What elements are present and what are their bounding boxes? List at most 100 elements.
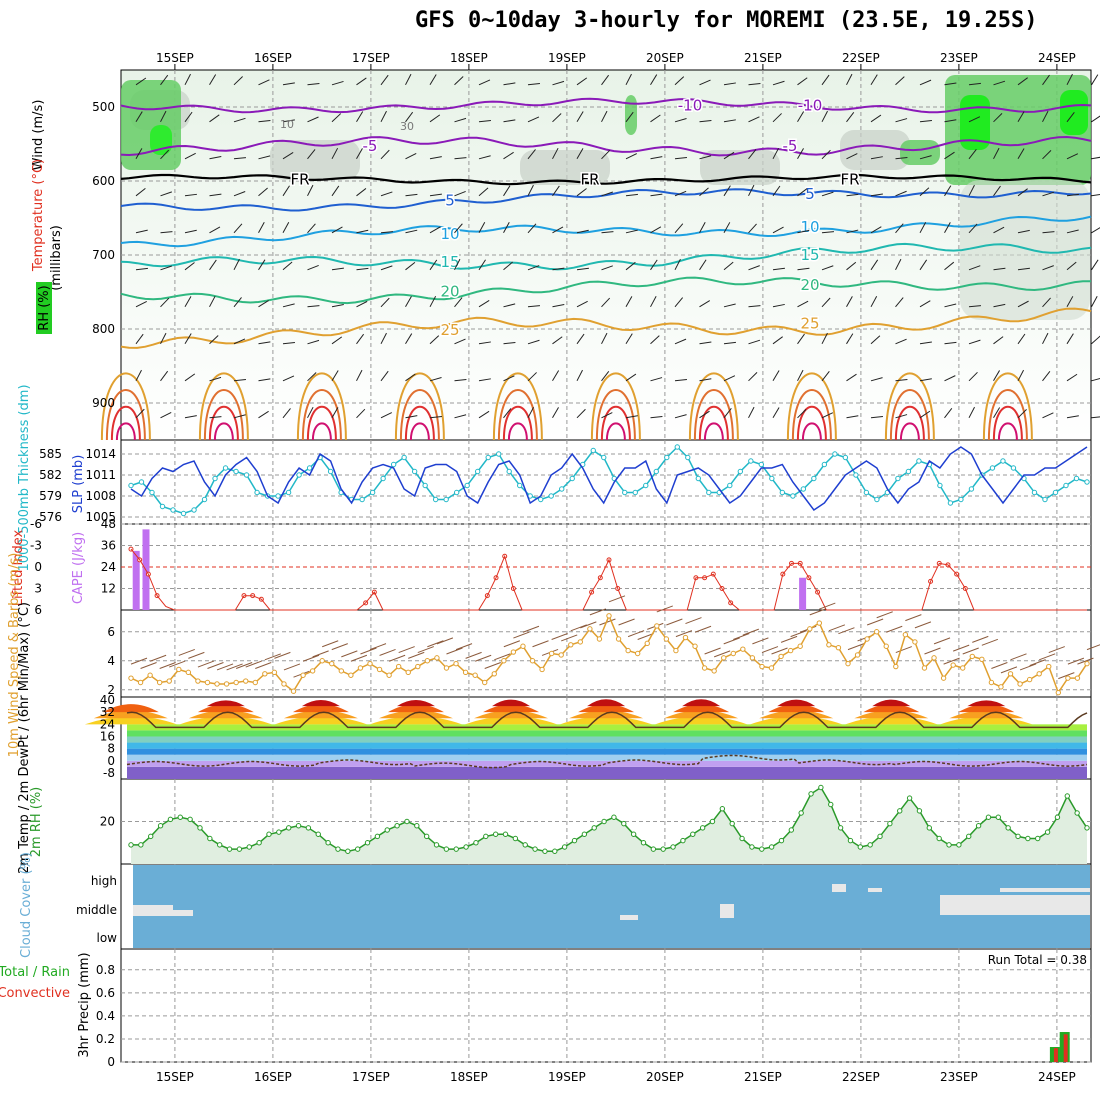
surface-wind-barb bbox=[1086, 644, 1100, 651]
rh-line-point bbox=[837, 825, 844, 831]
wind-barb bbox=[821, 191, 834, 197]
wind-speed-line-point bbox=[443, 665, 450, 671]
thickness-ylabel: 1000-500mb Thickness (dm) bbox=[17, 384, 32, 571]
rh-line-point bbox=[414, 823, 420, 829]
top-date-label: 16SEP bbox=[254, 51, 292, 65]
temperature-tower-contour bbox=[296, 372, 347, 441]
rh-line-point bbox=[433, 842, 440, 848]
cloud-tick-label: high bbox=[91, 874, 117, 888]
wind-speed-line-point bbox=[998, 684, 1004, 690]
wind-barb bbox=[650, 295, 657, 308]
temp-tick-label: 40 bbox=[100, 693, 115, 707]
dewpoint-line bbox=[126, 754, 1088, 769]
wind-speed-line-point bbox=[185, 669, 192, 676]
wind-barb bbox=[968, 184, 975, 197]
rh-line-point bbox=[946, 842, 952, 848]
slp-tick-label: 1008 bbox=[85, 489, 116, 503]
thickness-line-point bbox=[874, 496, 880, 503]
rh-shade-gray bbox=[960, 180, 1090, 320]
temperature-hump bbox=[206, 700, 245, 707]
wind-barb bbox=[919, 259, 928, 271]
wind-barb bbox=[233, 297, 242, 308]
wind-barb bbox=[870, 156, 883, 160]
cloud-layer bbox=[133, 865, 1090, 948]
wind-barb bbox=[1066, 261, 1077, 271]
wind-barb bbox=[454, 157, 467, 160]
wind-barb bbox=[1091, 296, 1098, 308]
wind-barb bbox=[356, 229, 369, 234]
thickness-line-point bbox=[359, 496, 365, 503]
wind-barb bbox=[993, 267, 1006, 271]
temperature-hump bbox=[682, 699, 721, 707]
rh-line-point bbox=[266, 831, 272, 837]
wind-barb bbox=[233, 414, 246, 419]
temperature-hump bbox=[560, 716, 653, 725]
surface-wind-barb bbox=[1058, 672, 1075, 680]
wind-barb bbox=[919, 221, 927, 234]
thickness-line-point bbox=[737, 468, 744, 475]
wind-barb bbox=[797, 333, 805, 345]
temperature-contour-label: -10 bbox=[798, 97, 823, 115]
wind-barb bbox=[674, 190, 687, 197]
rh-line-point bbox=[768, 844, 775, 850]
wind-barb bbox=[503, 119, 516, 123]
wind-barb bbox=[160, 332, 167, 345]
wind-speed-line-point bbox=[281, 681, 287, 687]
surface-wind-barb bbox=[379, 648, 396, 656]
rh-line-point bbox=[404, 818, 410, 825]
wind-barb bbox=[993, 147, 1000, 160]
wind-barb bbox=[282, 222, 290, 234]
temperature-hump bbox=[492, 699, 531, 707]
temperature-tower-contour bbox=[497, 389, 538, 441]
thickness-line-point bbox=[842, 454, 849, 461]
thickness-line-point bbox=[495, 451, 502, 457]
wind-barb bbox=[772, 113, 782, 123]
rh-line-point bbox=[423, 833, 430, 840]
wind-speed-line-point bbox=[1036, 671, 1042, 677]
wind-speed-line-point bbox=[797, 643, 803, 649]
wind-barb bbox=[772, 80, 785, 86]
temperature-hump bbox=[387, 704, 444, 713]
temperature-tower-contour bbox=[507, 422, 528, 441]
wind-barb bbox=[307, 223, 316, 234]
wind-barb bbox=[356, 188, 367, 197]
surface-wind-barb bbox=[1010, 653, 1027, 661]
surface-wind-barb bbox=[207, 662, 224, 669]
temperature-contour-label: 10 bbox=[440, 225, 459, 243]
wind-barb bbox=[184, 333, 192, 345]
wind-barb bbox=[331, 267, 344, 271]
chart-title: GFS 0~10day 3-hourly for MOREMI (23.5E, … bbox=[415, 8, 1038, 33]
wind-barb bbox=[135, 333, 144, 345]
wind-speed-line-point bbox=[271, 669, 278, 676]
wind-barb bbox=[870, 335, 881, 345]
wind-speed-line-point bbox=[596, 636, 603, 642]
rh-line-point bbox=[877, 833, 883, 840]
temperature-hump bbox=[655, 716, 748, 725]
wind-speed-line-point bbox=[195, 678, 201, 684]
wind-barb bbox=[429, 226, 441, 234]
rh-line-point bbox=[1084, 825, 1090, 831]
temperature-tower-contour bbox=[502, 405, 533, 441]
thickness-line-point bbox=[390, 461, 397, 468]
wind-speed-line-point bbox=[950, 662, 956, 668]
wind-speed-line-point bbox=[988, 679, 995, 686]
surface-wind-barb bbox=[780, 635, 798, 643]
wind-barb bbox=[1042, 231, 1055, 234]
temperature-band bbox=[127, 754, 1087, 761]
slp-tick-label: 1014 bbox=[85, 447, 116, 461]
temperature-hump bbox=[396, 699, 435, 707]
wind-barb bbox=[454, 379, 467, 382]
wind-barb bbox=[772, 303, 785, 308]
wind-barb bbox=[797, 408, 807, 419]
wind-barb bbox=[331, 370, 339, 382]
wind-legend-label: Wind (m/s) bbox=[31, 100, 46, 171]
wind-speed-line-point bbox=[969, 653, 975, 660]
wind-barb bbox=[478, 79, 491, 86]
wind-barb bbox=[282, 408, 291, 419]
temperature-hump bbox=[569, 710, 644, 719]
wind-barb bbox=[699, 222, 706, 234]
rh-line-point bbox=[1044, 829, 1051, 835]
surface-wind-barb bbox=[1077, 657, 1094, 665]
wind-barb bbox=[674, 157, 687, 160]
wind-barb bbox=[674, 223, 684, 234]
